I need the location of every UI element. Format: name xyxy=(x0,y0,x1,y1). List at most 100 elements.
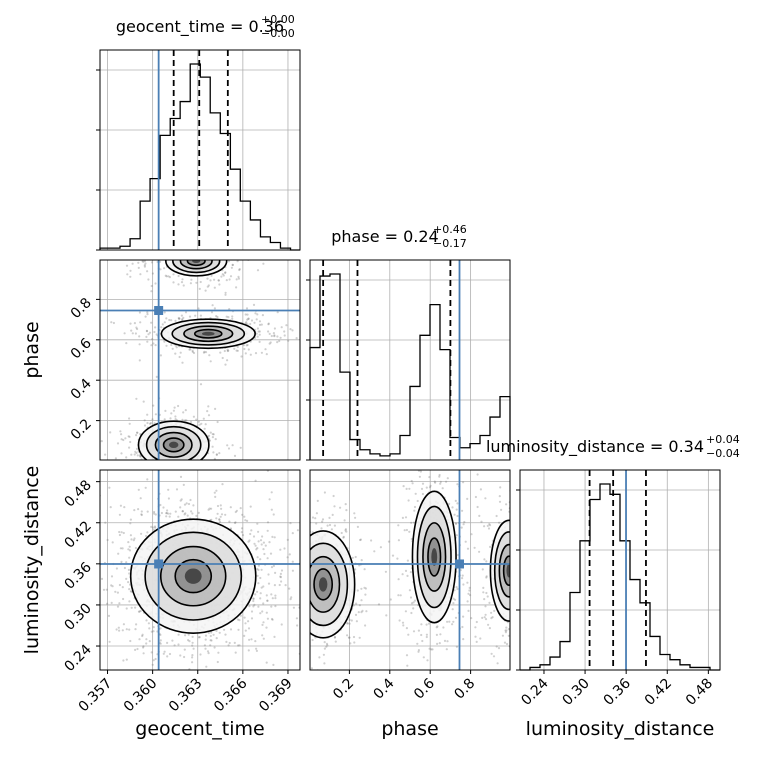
sample-point xyxy=(387,540,391,543)
sample-point xyxy=(257,605,260,608)
sample-point xyxy=(130,329,133,332)
sample-point xyxy=(470,533,473,536)
sample-point xyxy=(270,617,274,621)
sample-point xyxy=(510,537,512,539)
sample-point xyxy=(410,521,413,524)
sample-point xyxy=(435,633,438,637)
sample-point xyxy=(304,602,306,604)
sample-point xyxy=(131,332,134,335)
sample-point xyxy=(533,517,535,519)
sample-point xyxy=(215,315,218,318)
sample-point xyxy=(197,468,199,470)
sample-point xyxy=(304,576,306,578)
sample-point xyxy=(194,466,196,468)
sample-point xyxy=(189,498,192,502)
sample-point xyxy=(513,531,515,533)
sample-point xyxy=(210,507,213,510)
xlabel-phase: phase xyxy=(381,718,438,740)
sample-point xyxy=(410,602,414,605)
sample-point xyxy=(119,547,122,550)
sample-point xyxy=(256,522,259,525)
sample-point xyxy=(153,512,156,515)
contour-line-1-0 xyxy=(411,490,457,624)
sample-point xyxy=(356,589,359,592)
sample-point xyxy=(191,635,194,639)
sample-point xyxy=(169,251,171,253)
sample-point xyxy=(145,642,148,645)
sample-point xyxy=(240,355,243,358)
contour-line-1-1 xyxy=(171,321,246,346)
sample-point xyxy=(261,610,264,613)
sample-point xyxy=(296,622,298,624)
sample-point xyxy=(355,602,358,605)
sample-point xyxy=(273,681,275,683)
sample-point xyxy=(192,351,196,355)
sample-point xyxy=(452,620,455,623)
sample-point xyxy=(185,502,188,505)
sample-point xyxy=(427,673,429,675)
sample-point xyxy=(284,550,286,552)
sample-point xyxy=(463,520,466,524)
sample-point xyxy=(250,319,254,322)
sample-point xyxy=(305,607,307,609)
sample-point xyxy=(137,465,139,467)
sample-point xyxy=(163,321,166,324)
sample-point xyxy=(210,518,213,522)
title-geocent-time: geocent_time = 0.36 xyxy=(116,17,284,37)
sample-point xyxy=(487,527,491,530)
sample-point xyxy=(344,528,347,531)
sample-point xyxy=(198,257,200,259)
sample-point xyxy=(231,263,234,266)
sample-point xyxy=(247,620,250,623)
sample-point xyxy=(231,315,234,318)
sample-point xyxy=(421,639,424,643)
sample-point xyxy=(181,278,184,281)
xtick-label-luminosity_distance-2: 0.36 xyxy=(601,675,634,708)
sample-point xyxy=(129,275,132,278)
sample-point xyxy=(151,526,155,529)
sample-point xyxy=(303,617,305,619)
sample-point xyxy=(315,512,318,515)
sample-point xyxy=(289,598,292,601)
sample-point xyxy=(490,617,493,620)
xtick-label-geocent_time-0: 0.357 xyxy=(76,676,116,716)
sample-point xyxy=(267,330,270,333)
sample-point xyxy=(373,550,376,553)
sample-point xyxy=(419,470,422,473)
sample-point xyxy=(280,580,283,583)
sample-point xyxy=(190,257,192,259)
sample-point xyxy=(207,405,210,408)
sample-point xyxy=(501,634,504,637)
sample-point xyxy=(413,509,416,512)
sample-point xyxy=(112,321,115,325)
sample-point xyxy=(136,454,139,457)
sample-point xyxy=(176,231,178,233)
sample-point xyxy=(515,588,517,590)
sample-point xyxy=(270,605,273,608)
sample-point xyxy=(266,599,269,602)
sample-point xyxy=(461,577,464,580)
sample-point xyxy=(412,607,415,610)
sample-point xyxy=(405,627,408,630)
sample-point xyxy=(128,417,131,420)
sample-point xyxy=(212,633,215,636)
sample-point xyxy=(146,270,149,273)
sample-point xyxy=(249,532,252,536)
sample-point xyxy=(191,644,194,647)
sample-point xyxy=(254,593,257,596)
sample-point xyxy=(523,589,525,591)
sample-point xyxy=(164,409,167,412)
sample-point xyxy=(142,645,145,648)
sample-point xyxy=(291,532,294,535)
sample-point xyxy=(490,611,493,614)
sample-point xyxy=(410,537,413,541)
sample-point xyxy=(521,562,523,564)
ytick-label-luminosity_distance-3: 0.42 xyxy=(61,518,94,551)
sample-point xyxy=(360,559,363,562)
sample-point xyxy=(130,538,133,541)
sample-point xyxy=(204,647,207,650)
sample-point xyxy=(354,516,357,519)
sample-point xyxy=(271,573,273,575)
sample-point xyxy=(265,594,268,597)
sample-point xyxy=(128,435,131,438)
